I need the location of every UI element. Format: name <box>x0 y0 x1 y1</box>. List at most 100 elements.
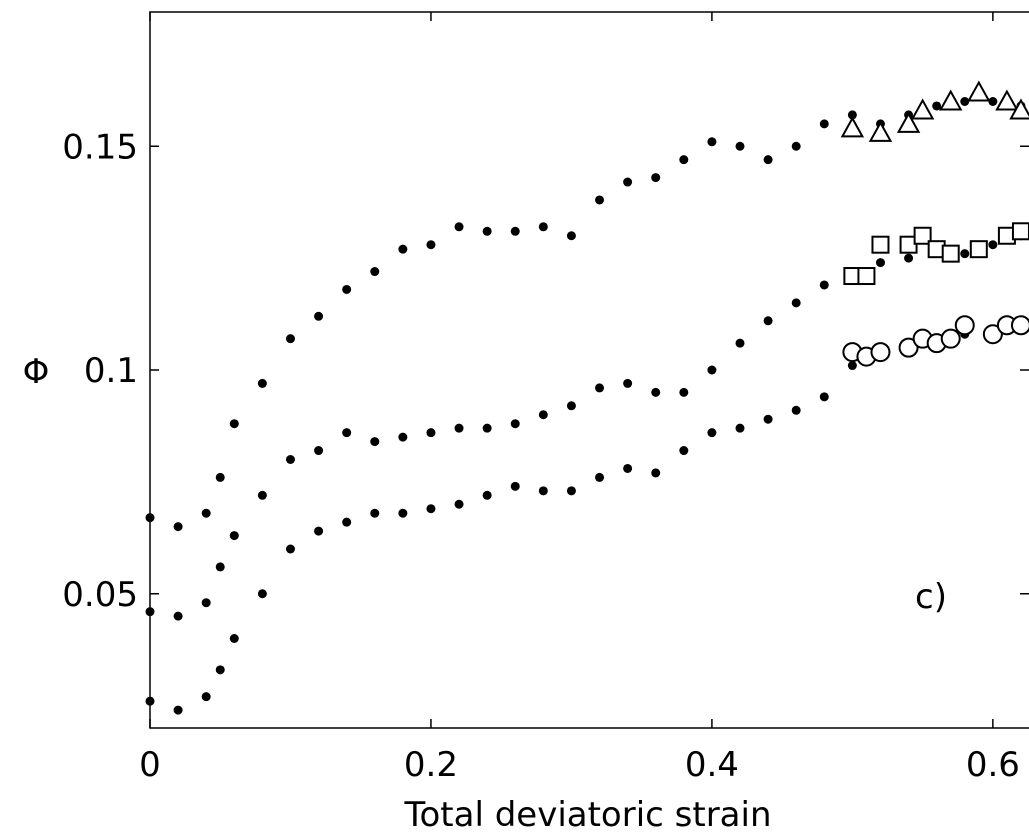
data-point <box>960 97 970 106</box>
data-point <box>454 423 464 433</box>
data-point <box>370 508 380 518</box>
data-point <box>875 258 885 268</box>
data-point <box>173 611 183 621</box>
circle-marker <box>870 342 891 363</box>
square-marker <box>871 235 890 254</box>
triangle-marker <box>1009 98 1029 120</box>
series-dot-2 <box>145 320 1026 715</box>
data-point <box>229 419 239 429</box>
series-circle-5 <box>842 315 1029 367</box>
data-point <box>342 428 352 438</box>
y-tick-label: 0.15 <box>62 127 138 167</box>
square-marker <box>913 226 932 245</box>
data-point <box>707 137 717 147</box>
data-point <box>651 173 661 183</box>
y-tick-label: 0.05 <box>62 575 138 615</box>
data-point <box>819 392 829 402</box>
data-point <box>145 513 155 523</box>
circle-marker <box>982 324 1003 345</box>
data-point <box>510 481 520 491</box>
data-point <box>285 334 295 344</box>
x-axis-label: Total deviatoric strain <box>403 795 771 835</box>
data-point <box>679 387 689 397</box>
data-point <box>847 110 857 120</box>
data-point <box>904 253 914 263</box>
data-point <box>173 522 183 532</box>
data-point <box>454 499 464 509</box>
plot-area <box>145 11 1029 729</box>
data-point <box>215 665 225 675</box>
square-marker <box>941 244 960 263</box>
data-point <box>173 705 183 715</box>
circle-marker <box>940 328 961 349</box>
data-point <box>398 244 408 254</box>
data-marks <box>145 80 1029 715</box>
data-point <box>426 504 436 514</box>
data-point <box>538 486 548 496</box>
axes-box <box>149 11 1029 729</box>
triangle-marker <box>868 120 893 142</box>
axis-ticks <box>149 12 1029 728</box>
data-point <box>988 240 998 250</box>
panel-label: c) <box>915 577 947 617</box>
data-point <box>932 101 942 111</box>
data-point <box>679 446 689 456</box>
series-dot-0 <box>145 97 1026 532</box>
data-point <box>370 437 380 447</box>
data-point <box>623 378 633 388</box>
triangle-marker <box>939 89 963 111</box>
data-point <box>819 119 829 129</box>
data-point <box>988 97 998 106</box>
data-point <box>651 468 661 478</box>
triangle-marker <box>910 98 935 120</box>
data-point <box>201 692 211 702</box>
x-tick-label: 0.6 <box>966 745 1020 785</box>
data-point <box>791 298 801 308</box>
data-point <box>566 401 576 411</box>
data-point <box>651 387 661 397</box>
circle-marker <box>898 337 919 358</box>
data-point <box>791 405 801 415</box>
data-point <box>426 428 436 438</box>
data-point <box>229 531 239 541</box>
data-point <box>201 598 211 608</box>
data-point <box>623 177 633 187</box>
x-tick-label: 0.4 <box>685 745 739 785</box>
x-tick-label: 0 <box>139 745 161 785</box>
data-point <box>566 486 576 496</box>
square-marker <box>857 267 876 286</box>
series-square-4 <box>843 222 1029 286</box>
data-point <box>482 423 492 433</box>
data-point <box>707 428 717 438</box>
circle-marker <box>954 315 975 336</box>
data-point <box>145 607 155 617</box>
data-point <box>510 226 520 236</box>
triangle-marker <box>967 80 991 102</box>
data-point <box>538 222 548 232</box>
data-point <box>314 526 324 536</box>
square-marker <box>1011 222 1029 241</box>
data-point <box>847 361 857 371</box>
data-point <box>285 455 295 464</box>
data-point <box>763 316 773 326</box>
data-point <box>595 195 605 205</box>
square-marker <box>969 240 988 259</box>
series-dot-1 <box>145 231 1026 621</box>
data-point <box>763 414 773 424</box>
triangle-marker <box>896 111 921 133</box>
tick-labels: 0 0.2 0.4 0.6 0.05 0.1 0.15 <box>62 127 1020 785</box>
triangle-marker <box>995 89 1019 111</box>
data-point <box>398 432 408 442</box>
data-point <box>370 267 380 277</box>
data-point <box>314 446 324 456</box>
data-point <box>623 463 633 473</box>
data-point <box>257 490 267 500</box>
triangle-marker <box>840 116 865 138</box>
data-point <box>482 490 492 500</box>
data-point <box>960 249 970 259</box>
data-point <box>215 472 225 482</box>
data-point <box>145 696 155 706</box>
data-point <box>201 508 211 518</box>
data-point <box>314 311 324 321</box>
